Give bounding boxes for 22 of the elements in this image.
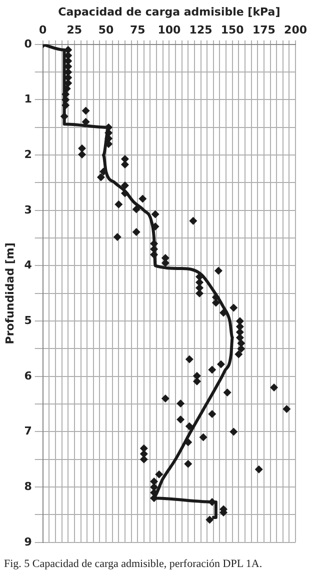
y-tick-label: 8 [24, 480, 32, 493]
y-tick-label: 2 [24, 148, 32, 161]
x-tick-label: 25 [66, 24, 82, 37]
x-tick-label: 75 [130, 24, 146, 37]
y-tick-label: 6 [24, 369, 32, 382]
y-tick-label: 3 [24, 203, 32, 216]
x-tick-label: 100 [158, 24, 182, 37]
y-axis-title: Profundidad [m] [3, 242, 16, 344]
x-tick-label: 200 [284, 24, 308, 37]
y-tick-label: 4 [24, 258, 32, 272]
y-tick-label: 5 [24, 314, 32, 327]
x-tick-label: 50 [98, 24, 114, 37]
x-tick-label: 0 [39, 24, 48, 37]
x-axis-title: Capacidad de carga admisible [kPa] [58, 5, 280, 18]
x-tick-label: 125 [189, 24, 212, 37]
y-tick-label: 1 [24, 92, 32, 106]
x-tick-label: 175 [252, 24, 276, 37]
x-tick-label: 150 [220, 24, 244, 37]
y-tick-label: 7 [24, 424, 32, 438]
caption: Fig. 5 Capacidad de carga admisible, perforación DPL 1A. [3, 558, 264, 570]
y-tick-label: 0 [24, 37, 32, 50]
y-tick-label: 9 [24, 535, 32, 548]
